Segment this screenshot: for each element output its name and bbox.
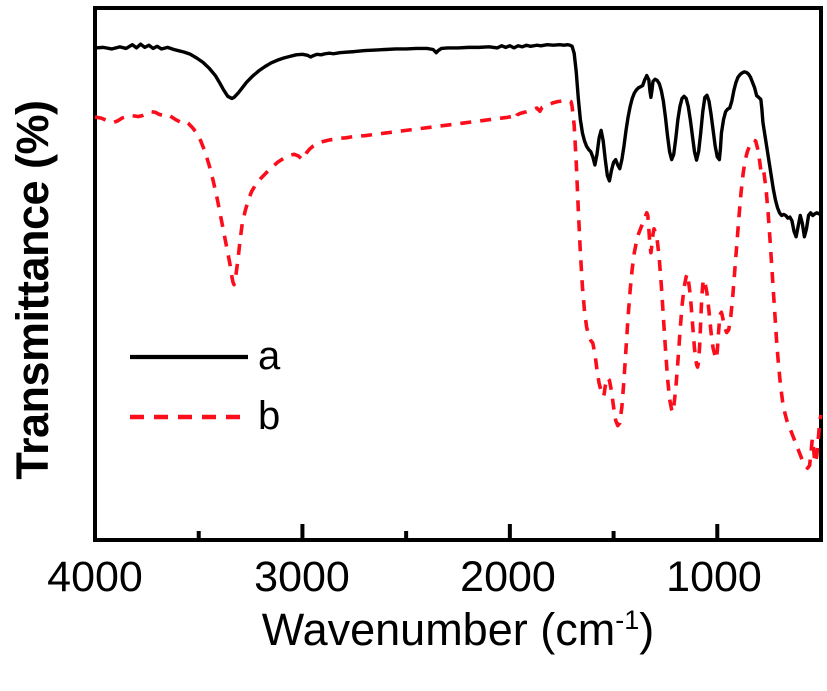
x-axis-title: Wavenumber (cm-1) — [95, 604, 821, 656]
x-tick-label-4000: 4000 — [47, 553, 143, 601]
data-series-group — [94, 42, 823, 470]
x-tick-label-3000: 3000 — [254, 553, 350, 601]
x-axis-ticks — [93, 524, 823, 540]
series-curve-b — [94, 98, 823, 470]
x-axis-title-base: Wavenumber (cm — [261, 604, 616, 655]
y-axis-title-text: Transmittance (%) — [7, 100, 58, 480]
legend-label-a: a — [258, 334, 281, 378]
legend-label-b: b — [258, 394, 281, 438]
plot-frame — [93, 6, 823, 542]
x-axis-title-superscript: -1 — [615, 605, 640, 635]
legend-sample-lines — [130, 354, 248, 420]
series-curve-a — [94, 42, 822, 239]
y-axis-title: Transmittance (%) — [2, 20, 64, 560]
x-axis-title-tail: ) — [639, 604, 655, 655]
x-tick-label-1000: 1000 — [666, 553, 762, 601]
x-tick-label-2000: 2000 — [460, 553, 556, 601]
